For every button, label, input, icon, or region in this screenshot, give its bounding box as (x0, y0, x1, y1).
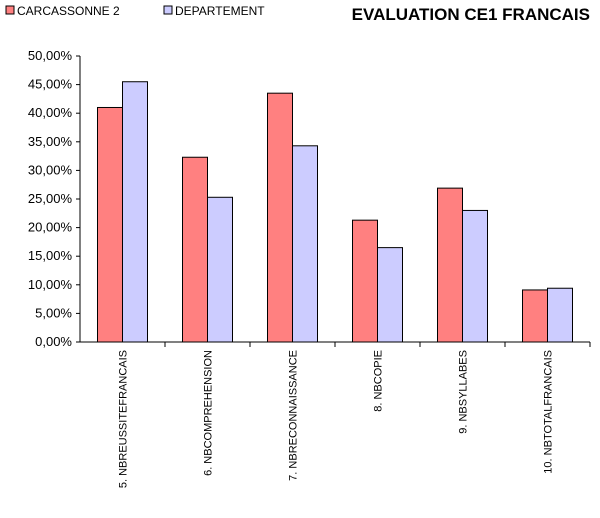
category-label: 5. NBREUSSITEFRANCAIS (118, 350, 130, 488)
y-tick-label: 10,00% (28, 277, 73, 292)
bar-series-2 (122, 81, 148, 343)
y-tick-label: 50,00% (28, 48, 73, 63)
bar-series-1 (522, 289, 548, 343)
category-label: 6. NBCOMPREHENSION (203, 350, 215, 476)
y-tick-label: 20,00% (28, 220, 73, 235)
legend-swatch-series-2 (163, 5, 173, 15)
y-tick-label: 45,00% (28, 77, 73, 92)
bar-series-1 (97, 106, 123, 343)
category-label: 8. NBCOPIE (373, 350, 385, 412)
plot-area: 0,00% 5,00% 10,00% 15,00% 20,00% 25,00% 30,00%… (28, 48, 591, 488)
bar-series-2 (547, 287, 573, 343)
y-tick-label: 0,00% (35, 334, 72, 349)
chart-title: EVALUATION CE1 FRANCAIS (352, 5, 590, 24)
category-label: 10. NBTOTALFRANCAIS (543, 350, 555, 474)
legend-swatch-series-1 (5, 5, 15, 15)
category-label: 9. NBSYLLABES (458, 350, 470, 434)
legend-label-series-1: CARCASSONNE 2 (17, 4, 120, 18)
bar-series-1 (352, 219, 378, 343)
y-tick-label: 35,00% (28, 134, 73, 149)
bar-series-2 (462, 209, 488, 343)
bar-series-2 (377, 247, 403, 343)
legend: CARCASSONNE 2 DEPARTEMENT (5, 4, 265, 18)
category-label: 7. NBRECONNAISSANCE (288, 350, 300, 481)
bar-series-2 (292, 145, 318, 343)
y-tick-label: 5,00% (35, 305, 72, 320)
bar-series-2 (207, 196, 233, 343)
bar-series-1 (437, 187, 463, 343)
y-tick-label: 15,00% (28, 248, 73, 263)
y-tick-label: 30,00% (28, 162, 73, 177)
y-tick-label: 25,00% (28, 191, 73, 206)
y-tick-label: 40,00% (28, 105, 73, 120)
bar-series-1 (267, 92, 293, 343)
bar-series-1 (182, 156, 208, 343)
legend-label-series-2: DEPARTEMENT (175, 4, 265, 18)
